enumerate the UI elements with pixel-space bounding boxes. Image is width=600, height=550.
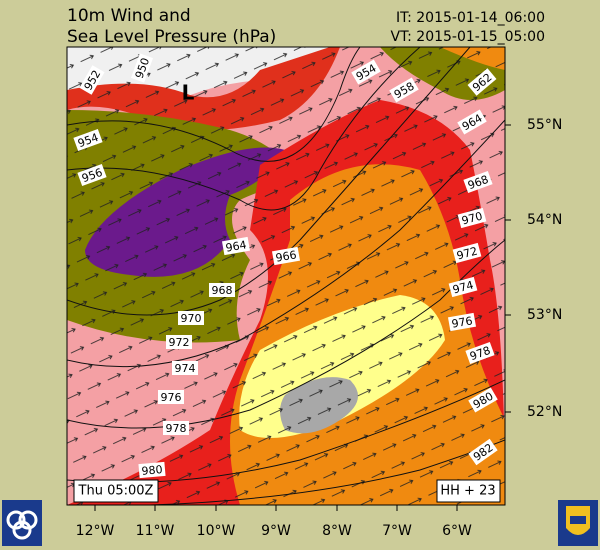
- lead-label: HH + 23: [440, 484, 495, 499]
- isobar-label-bg: [468, 387, 498, 413]
- lon-label: 6°W: [442, 523, 472, 539]
- isobar-label: 968: [209, 283, 235, 297]
- isobar-label: 974: [448, 276, 478, 298]
- isobar-label-text: 970: [460, 209, 484, 227]
- isobar-label-bg: [163, 421, 189, 435]
- isobar-label: 970: [178, 311, 204, 325]
- isobar-label-bg: [77, 163, 107, 187]
- isobar-label-bg: [457, 109, 487, 135]
- isobar-label-text: 970: [181, 312, 202, 325]
- isobar-label-bg: [158, 390, 184, 404]
- lat-label: 52°N: [527, 404, 562, 420]
- isobar-label-text: 966: [275, 248, 298, 264]
- isobar-label: 978: [163, 421, 189, 435]
- isobar-label-bg: [79, 65, 105, 95]
- time-box: [73, 479, 159, 503]
- isobar-label: 974: [172, 361, 198, 375]
- isobar-label-text: 980: [141, 463, 163, 478]
- isobar-label-bg: [351, 59, 381, 85]
- lead-box: [436, 479, 501, 503]
- isobar-label-bg: [221, 236, 251, 256]
- isobar-label-text: 972: [169, 336, 190, 349]
- isobar-label-text: 976: [451, 314, 474, 330]
- isobar-label-bg: [452, 242, 482, 264]
- isobar-label-bg: [172, 361, 198, 375]
- isobar-label-text: 978: [166, 422, 187, 435]
- isobar-label-bg: [138, 461, 166, 479]
- isobar-label-bg: [178, 311, 204, 325]
- isobar-label: 976: [158, 390, 184, 404]
- isobar-label-bg: [389, 77, 419, 103]
- isobar-label: 970: [457, 207, 487, 229]
- isobar-label-bg: [457, 207, 487, 229]
- isobar-label-bg: [468, 438, 498, 466]
- time-label: Thu 05:00Z: [78, 484, 154, 499]
- map: [67, 47, 505, 505]
- lat-label: 53°N: [527, 307, 562, 323]
- left-logo: [2, 500, 42, 546]
- lon-label: 9°W: [261, 523, 291, 539]
- isobar-label-text: 972: [455, 244, 479, 262]
- isobar-label: 964: [221, 236, 251, 256]
- valid-time: VT: 2015-01-15_05:00: [391, 29, 545, 45]
- isobar-label-text: 976: [161, 391, 182, 404]
- isobar-label: 972: [166, 335, 192, 349]
- lon-label: 12°W: [76, 523, 115, 539]
- lon-label: 7°W: [382, 523, 412, 539]
- title-line: 10m Wind and: [67, 6, 191, 26]
- isobar-label-bg: [465, 341, 495, 365]
- init-time: IT: 2015-01-14_06:00: [396, 10, 545, 26]
- isobar-label-bg: [73, 128, 103, 152]
- isobar-label-text: 964: [225, 238, 248, 254]
- low-label: L: [182, 81, 195, 105]
- isobar-label-text: 974: [175, 362, 196, 375]
- isobar-label: 976: [447, 312, 477, 332]
- isobar-label-bg: [463, 170, 493, 194]
- right-logo: [558, 500, 598, 546]
- lat-label: 54°N: [527, 212, 562, 228]
- map-frame: [66, 46, 506, 506]
- lon-label: 10°W: [197, 523, 236, 539]
- lat-label: 55°N: [527, 117, 562, 133]
- isobar-label-bg: [130, 53, 154, 83]
- isobar-label-bg: [166, 335, 192, 349]
- lon-label: 8°W: [322, 523, 352, 539]
- isobar-label-bg: [467, 68, 497, 96]
- isobar-label-text: 974: [451, 278, 475, 296]
- isobar-label-bg: [271, 246, 301, 266]
- isobar-label-bg: [448, 276, 478, 298]
- isobar-label-text: 968: [212, 284, 233, 297]
- isobar-label: 980: [138, 461, 166, 479]
- isobar-label-bg: [447, 312, 477, 332]
- isobar-label-bg: [209, 283, 235, 297]
- title-line: Sea Level Pressure (hPa): [67, 27, 276, 47]
- isobar-label: 966: [271, 246, 301, 266]
- isobar-label: 972: [452, 242, 482, 264]
- lon-label: 11°W: [136, 523, 175, 539]
